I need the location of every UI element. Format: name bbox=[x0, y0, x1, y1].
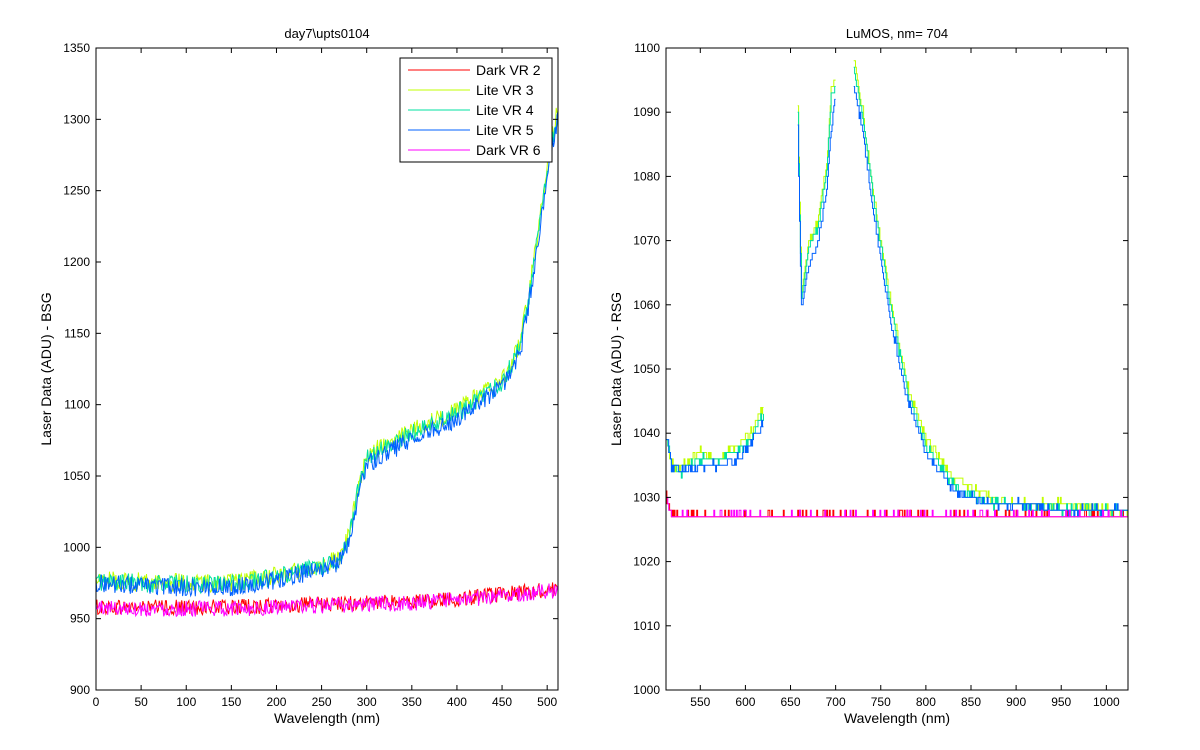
plot-frame bbox=[665, 47, 1129, 691]
y-tick-label: 950 bbox=[70, 612, 90, 626]
x-tick-label: 950 bbox=[1051, 695, 1071, 709]
x-tick-label: 0 bbox=[93, 695, 100, 709]
x-tick-label: 550 bbox=[690, 695, 710, 709]
series-line-3 bbox=[666, 66, 1128, 518]
y-tick-label: 1020 bbox=[633, 555, 660, 569]
x-tick-label: 50 bbox=[134, 695, 148, 709]
x-tick-label: 400 bbox=[447, 695, 467, 709]
plot-frame bbox=[95, 47, 559, 691]
y-tick-label: 1150 bbox=[64, 326, 90, 340]
x-tick-label: 250 bbox=[312, 695, 332, 709]
x-tick-label: 450 bbox=[492, 695, 512, 709]
x-tick-label: 200 bbox=[266, 695, 286, 709]
x-tick-label: 350 bbox=[402, 695, 422, 709]
x-axis-label: Wavelength (nm) bbox=[274, 710, 380, 726]
x-tick-label: 100 bbox=[176, 695, 196, 709]
series-line-4 bbox=[96, 111, 558, 598]
y-tick-label: 1250 bbox=[63, 184, 90, 198]
series-line-2 bbox=[666, 60, 1128, 518]
y-tick-label: 1300 bbox=[63, 112, 90, 126]
legend-label-1: Dark VR 2 bbox=[476, 62, 541, 78]
y-tick-label: 1010 bbox=[633, 619, 660, 633]
x-axis-label: Wavelength (nm) bbox=[844, 710, 950, 726]
y-axis-label: Laser Data (ADU) - BSG bbox=[38, 292, 54, 445]
x-tick-label: 600 bbox=[735, 695, 755, 709]
x-tick-label: 500 bbox=[537, 695, 557, 709]
series-line-2 bbox=[96, 107, 558, 593]
x-tick-label: 800 bbox=[916, 695, 936, 709]
legend-label-3: Lite VR 4 bbox=[476, 102, 534, 118]
x-tick-label: 650 bbox=[781, 695, 801, 709]
legend-label-4: Lite VR 5 bbox=[476, 122, 534, 138]
x-tick-label: 700 bbox=[826, 695, 846, 709]
y-tick-label: 1350 bbox=[63, 41, 90, 55]
chart-title: day7\upts0104 bbox=[284, 26, 369, 41]
y-tick-label: 1070 bbox=[633, 234, 660, 248]
y-tick-label: 1000 bbox=[63, 540, 90, 554]
y-tick-label: 1100 bbox=[64, 398, 90, 412]
x-tick-label: 750 bbox=[871, 695, 891, 709]
y-tick-label: 1040 bbox=[633, 426, 660, 440]
legend-label-5: Dark VR 6 bbox=[476, 142, 541, 158]
right-chart: 550 600 650 700 750 800 850 900 950 1000 1000 1010 1… bbox=[608, 26, 1129, 726]
left-chart: 0 50 100 150 200 250 300 350 400 450 500 900 950 1000… bbox=[38, 26, 559, 726]
y-tick-label: 1030 bbox=[633, 490, 660, 504]
y-tick-label: 1200 bbox=[63, 255, 90, 269]
series-line-3 bbox=[96, 112, 558, 595]
y-axis-label: Laser Data (ADU) - RSG bbox=[608, 292, 624, 446]
series-group bbox=[666, 60, 1128, 518]
series-group bbox=[96, 107, 558, 618]
y-tick-label: 1000 bbox=[633, 683, 660, 697]
x-tick-label: 300 bbox=[357, 695, 377, 709]
x-tick-label: 150 bbox=[221, 695, 241, 709]
x-tick-label: 850 bbox=[961, 695, 981, 709]
x-tick-label: 1000 bbox=[1093, 695, 1120, 709]
y-tick-label: 1050 bbox=[63, 469, 90, 483]
y-tick-label: 1080 bbox=[633, 169, 660, 183]
y-tick-label: 900 bbox=[70, 683, 90, 697]
y-tick-label: 1100 bbox=[634, 41, 660, 55]
y-tick-label: 1060 bbox=[633, 298, 660, 312]
series-line-5 bbox=[96, 583, 558, 618]
y-tick-label: 1090 bbox=[633, 105, 660, 119]
y-tick-label: 1050 bbox=[633, 362, 660, 376]
legend: Dark VR 2 Lite VR 3 Lite VR 4 Lite VR 5 Dark… bbox=[399, 57, 553, 163]
legend-label-2: Lite VR 3 bbox=[476, 82, 534, 98]
chart-title: LuMOS, nm= 704 bbox=[846, 26, 948, 41]
series-line-5 bbox=[666, 496, 1128, 518]
x-tick-label: 900 bbox=[1006, 695, 1026, 709]
